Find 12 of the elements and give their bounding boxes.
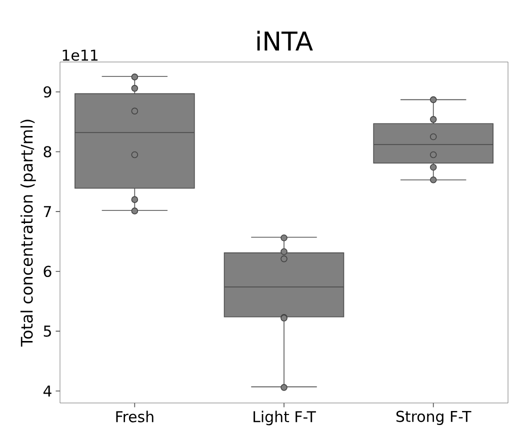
y-axis-title: Total concentration (part/ml) — [20, 120, 36, 347]
x-tick-label: Strong F-T — [396, 410, 472, 425]
y-tick-label: 4 — [43, 386, 52, 396]
y-tick-label: 7 — [44, 206, 51, 217]
text: 1e11 — [62, 50, 98, 61]
y-tick-label: 6 — [44, 266, 52, 278]
x-tick-label: Fresh — [116, 410, 154, 422]
x-tick-label: Light F-T — [254, 410, 316, 426]
y-tick-label: 9 — [44, 86, 52, 98]
y-tick-label: 8 — [44, 146, 52, 158]
y-tick-label: 5 — [44, 326, 51, 337]
chart-title: iNTA — [257, 30, 313, 50]
